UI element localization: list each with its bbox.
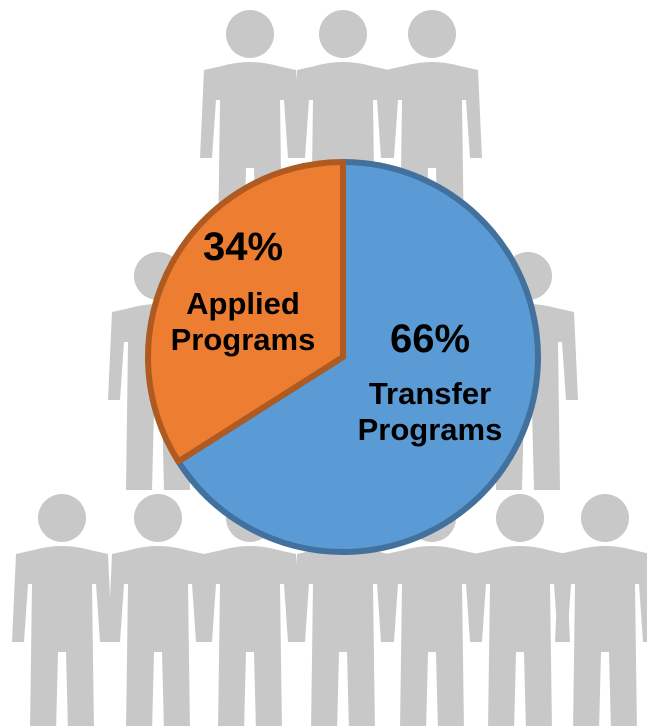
chart: 34% Applied Programs 66% Transfer Progra…: [0, 0, 647, 726]
slice-category-label: Transfer Programs: [340, 376, 520, 447]
slice-value-label: 66%: [370, 316, 490, 362]
slice-category-label: Applied Programs: [153, 286, 333, 357]
chart-canvas: [0, 0, 647, 726]
slice-value-label: 34%: [183, 224, 303, 270]
